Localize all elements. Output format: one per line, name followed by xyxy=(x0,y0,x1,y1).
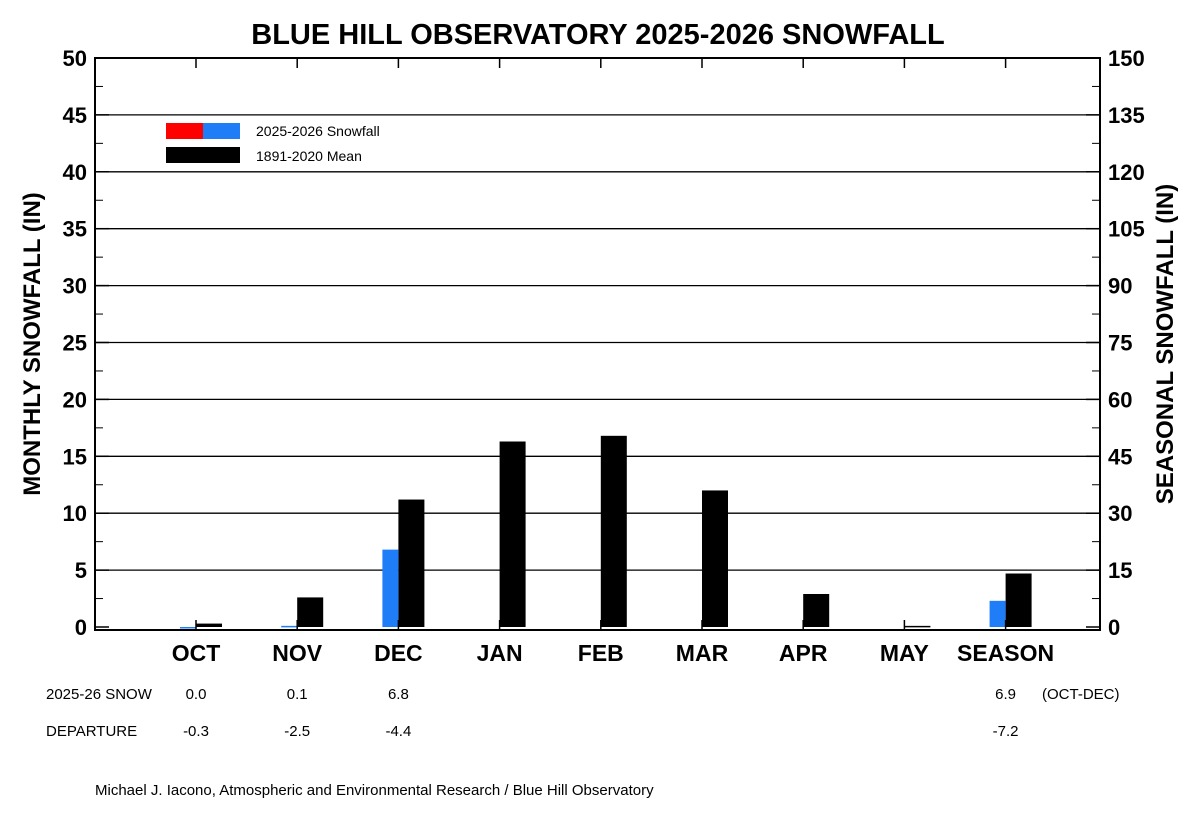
y-axis-label-left: MONTHLY SNOWFALL (IN) xyxy=(19,192,46,496)
y-axis-label-right: SEASONAL SNOWFALL (IN) xyxy=(1152,184,1179,504)
table-cell: -2.5 xyxy=(284,723,310,740)
y-tick-label-left: 25 xyxy=(63,331,87,356)
bar-mean-season xyxy=(1005,573,1032,627)
y-tick-label-right: 45 xyxy=(1108,444,1132,469)
bar-current-dec xyxy=(382,549,399,627)
legend-label-current: 2025-2026 Snowfall xyxy=(256,123,380,139)
y-tick-label-left: 30 xyxy=(63,274,87,299)
x-tick-label-season: SEASON xyxy=(957,640,1054,666)
bar-current-season xyxy=(989,600,1006,627)
table-cell: -7.2 xyxy=(993,723,1019,740)
y-tick-label-left: 5 xyxy=(75,558,87,583)
y-tick-label-left: 35 xyxy=(63,217,87,242)
table-cell: 6.8 xyxy=(388,686,409,703)
bar-mean-feb xyxy=(600,435,627,627)
legend-swatch-red xyxy=(166,123,203,139)
chart-title: BLUE HILL OBSERVATORY 2025-2026 SNOWFALL xyxy=(251,19,944,51)
y-tick-label-right: 150 xyxy=(1108,46,1145,71)
x-tick-label-jan: JAN xyxy=(477,640,523,666)
y-tick-label-right: 60 xyxy=(1108,387,1132,412)
plot-frame xyxy=(94,57,1101,631)
y-tick-label-right: 105 xyxy=(1108,217,1145,242)
y-tick-label-right: 120 xyxy=(1108,160,1145,185)
y-tick-label-left: 40 xyxy=(63,160,87,185)
legend: 2025-2026 Snowfall 1891-2020 Mean xyxy=(166,123,380,164)
y-tick-label-right: 75 xyxy=(1108,331,1132,356)
y-tick-label-left: 45 xyxy=(63,103,87,128)
credit-line: Michael J. Iacono, Atmospheric and Envir… xyxy=(95,782,654,799)
bar-mean-may xyxy=(904,625,931,628)
y-tick-label-left: 50 xyxy=(63,46,87,71)
bar-current-nov xyxy=(281,625,298,628)
legend-swatch-blue xyxy=(203,123,240,139)
y-tick-label-right: 15 xyxy=(1108,558,1132,583)
table-cell: 6.9 xyxy=(995,686,1016,703)
bar-mean-dec xyxy=(398,499,425,627)
table-row-label: 2025-26 SNOW xyxy=(46,686,153,703)
table-cell: 0.1 xyxy=(287,686,308,703)
x-tick-label-nov: NOV xyxy=(272,640,323,666)
table-cell: 0.0 xyxy=(186,686,207,703)
y-tick-label-left: 15 xyxy=(63,444,87,469)
legend-swatch-black xyxy=(166,147,240,163)
table-row-note: (OCT-DEC) xyxy=(1042,686,1120,703)
bar-mean-jan xyxy=(499,441,526,627)
y-tick-label-left: 10 xyxy=(63,501,87,526)
table-cell: -4.4 xyxy=(385,723,411,740)
bars-layer xyxy=(180,435,1032,629)
bar-mean-nov xyxy=(297,597,324,627)
bar-mean-apr xyxy=(803,593,830,627)
y-tick-label-left: 20 xyxy=(63,387,87,412)
y-tick-label-right: 90 xyxy=(1108,274,1132,299)
bar-current-oct xyxy=(180,627,196,629)
ticks-layer xyxy=(95,57,1100,630)
data-table: 2025-26 SNOW 0.0 0.1 6.8 6.9 (OCT-DEC) DEPARTU… xyxy=(46,686,1120,740)
x-tick-label-feb: FEB xyxy=(578,640,624,666)
y-tick-label-right: 0 xyxy=(1108,615,1120,640)
x-tick-label-may: MAY xyxy=(880,640,929,666)
y-tick-label-right: 30 xyxy=(1108,501,1132,526)
x-tick-label-oct: OCT xyxy=(172,640,221,666)
y-tick-label-right: 135 xyxy=(1108,103,1145,128)
bar-mean-mar xyxy=(702,490,728,627)
tick-labels-layer: 0 5 10 15 20 25 30 35 40 45 50 0 15 30 45 60 75 90 105 120 1… xyxy=(63,46,1145,666)
bar-mean-oct xyxy=(196,623,222,627)
grid-layer xyxy=(95,114,1100,571)
x-tick-label-apr: APR xyxy=(779,640,828,666)
y-tick-label-left: 0 xyxy=(75,615,87,640)
table-row-label: DEPARTURE xyxy=(46,723,137,740)
x-tick-label-dec: DEC xyxy=(374,640,423,666)
x-tick-label-mar: MAR xyxy=(676,640,729,666)
legend-label-mean: 1891-2020 Mean xyxy=(256,148,362,164)
table-cell: -0.3 xyxy=(183,723,209,740)
